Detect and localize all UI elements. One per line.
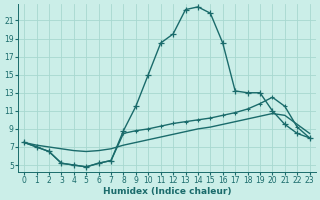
X-axis label: Humidex (Indice chaleur): Humidex (Indice chaleur) [103,187,231,196]
